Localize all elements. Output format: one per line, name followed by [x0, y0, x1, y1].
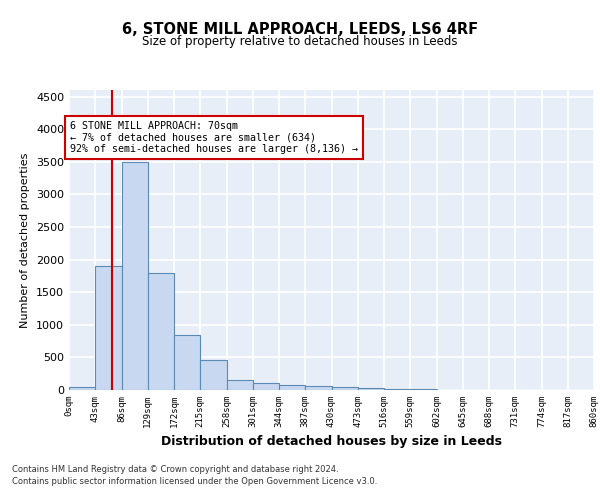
Bar [69, 386, 95, 390]
Bar [121, 162, 148, 390]
Bar [227, 380, 253, 390]
Text: 6 STONE MILL APPROACH: 70sqm
← 7% of detached houses are smaller (634)
92% of se: 6 STONE MILL APPROACH: 70sqm ← 7% of det… [70, 120, 358, 154]
Bar [95, 266, 121, 390]
Text: Contains HM Land Registry data © Crown copyright and database right 2024.: Contains HM Land Registry data © Crown c… [12, 465, 338, 474]
Bar [253, 384, 279, 390]
Bar [200, 360, 227, 390]
X-axis label: Distribution of detached houses by size in Leeds: Distribution of detached houses by size … [161, 436, 502, 448]
Bar [279, 386, 305, 390]
Text: Size of property relative to detached houses in Leeds: Size of property relative to detached ho… [142, 35, 458, 48]
Bar [331, 388, 358, 390]
Bar [358, 388, 384, 390]
Bar [148, 272, 174, 390]
Bar [305, 386, 331, 390]
Text: 6, STONE MILL APPROACH, LEEDS, LS6 4RF: 6, STONE MILL APPROACH, LEEDS, LS6 4RF [122, 22, 478, 38]
Bar [174, 334, 200, 390]
Text: Contains public sector information licensed under the Open Government Licence v3: Contains public sector information licen… [12, 477, 377, 486]
Y-axis label: Number of detached properties: Number of detached properties [20, 152, 31, 328]
